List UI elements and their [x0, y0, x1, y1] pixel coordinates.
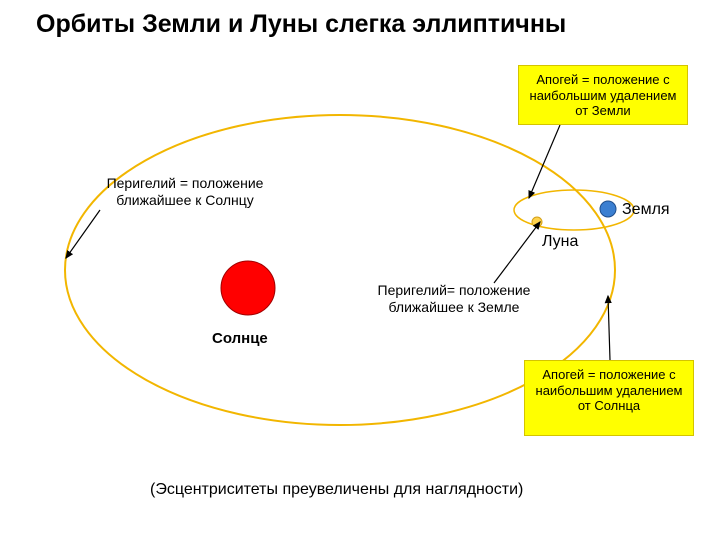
arrow-perihelion-earth: [494, 222, 540, 283]
arrow-apogee-sun: [608, 296, 610, 360]
moon-label: Луна: [542, 232, 578, 251]
sun-label: Солнце: [212, 330, 268, 348]
footnote: (Эсцентриситеты преувеличены для наглядн…: [150, 480, 523, 499]
label-perihelion-sun: Перигелий = положение ближайшее к Солнцу: [90, 175, 280, 209]
callout-apogee-earth: Апогей = положение с наибольшим удаление…: [518, 65, 688, 125]
label-perihelion-earth: Перигелий= положение ближайшее к Земле: [374, 282, 534, 316]
earth-body: [600, 201, 616, 217]
arrow-perihelion-sun: [66, 210, 100, 258]
diagram-canvas: Орбиты Земли и Луны слегка эллиптичны Ап…: [0, 0, 720, 540]
arrow-apogee-earth: [529, 125, 560, 198]
earth-label: Земля: [622, 200, 670, 219]
sun-body: [221, 261, 275, 315]
callout-apogee-sun: Апогей = положение с наибольшим удаление…: [524, 360, 694, 436]
